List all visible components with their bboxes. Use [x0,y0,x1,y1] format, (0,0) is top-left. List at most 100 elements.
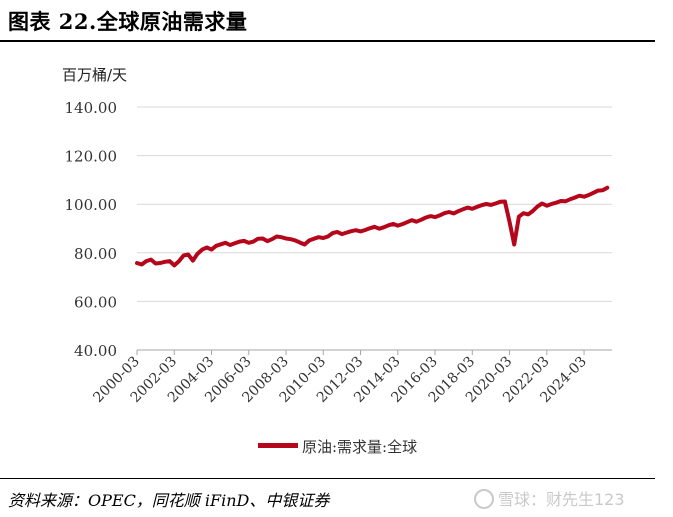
y-tick-label: 60.00 [74,293,117,311]
data-point [228,243,232,247]
watermark: 雪球：财先生123 [474,486,625,510]
data-point [135,261,139,265]
data-point [322,236,325,240]
series-line [135,185,610,268]
data-point [354,229,358,232]
data-point [573,196,576,199]
legend-swatch [258,443,298,448]
data-point [606,186,609,189]
data-point [508,220,511,223]
data-point [438,214,441,217]
data-point [247,241,250,244]
data-point [410,219,413,222]
data-point [187,253,190,256]
y-tick-label: 120.00 [65,148,118,166]
data-point [294,239,297,242]
y-tick-label: 40.00 [74,342,117,360]
data-point [317,236,320,239]
data-point [480,204,483,207]
data-point [559,199,562,203]
data-point [224,241,227,244]
data-point [378,227,381,230]
data-point [359,230,362,233]
data-point [233,242,236,245]
data-point [536,205,539,208]
data-point [471,207,474,210]
data-point [210,248,213,251]
data-point [503,200,507,203]
snowball-logo-icon [474,489,494,509]
y-tick-label: 100.00 [65,196,118,214]
title-divider [0,40,655,42]
data-point [499,200,502,203]
data-point [326,235,330,238]
data-point [401,222,404,226]
data-point [527,213,530,216]
data-point [596,189,600,192]
data-point [261,237,264,240]
data-point [173,264,176,267]
data-point [266,239,269,243]
data-point [568,198,572,201]
data-point [578,194,581,197]
data-point [387,224,390,227]
data-point [443,212,446,215]
data-point [242,239,246,243]
data-point [219,243,222,246]
data-point [433,215,437,219]
data-point [452,212,455,215]
data-point [489,203,493,207]
data-point [373,225,376,228]
page-title: 图表 22.全球原油需求量 [8,9,248,34]
data-point [205,246,209,249]
data-point [350,230,353,233]
data-point [312,237,316,240]
data-point [340,232,344,236]
data-point [163,260,167,263]
data-point [550,202,553,206]
data-point [475,205,479,209]
data-point [517,215,521,218]
legend: 原油:需求量:全球 [258,436,417,457]
data-point [280,236,283,239]
y-tick-label: 80.00 [74,245,117,263]
data-point [485,202,488,206]
data-point [461,208,465,211]
data-point [429,214,432,218]
data-point [382,226,385,229]
data-point [270,238,274,241]
y-tick-label: 140.00 [65,99,118,117]
data-point [168,259,171,263]
data-point [396,224,399,227]
data-point [177,260,181,263]
data-point [466,206,469,209]
data-point [494,202,497,205]
data-point [587,193,590,197]
data-point [592,191,595,194]
legend-label: 原油:需求量:全球 [302,438,418,456]
data-point [303,243,306,246]
data-point [368,227,371,230]
data-point [182,254,185,257]
source-note: 资料来源：OPEC，同花顺 iFinD、中银证券 [8,491,330,510]
data-point [336,230,339,234]
data-point [275,235,278,238]
data-point [238,240,241,243]
data-point [554,201,558,204]
data-point [513,243,516,246]
data-point [149,258,153,261]
watermark-text: 雪球：财先生123 [498,490,625,509]
data-point [145,259,148,263]
data-point [345,231,348,234]
data-point [419,218,423,221]
data-point [564,200,567,203]
data-point [540,202,544,205]
data-point [201,248,204,251]
data-point [308,239,311,242]
data-point [415,220,418,223]
footer-divider [0,478,655,479]
data-point [601,189,604,192]
data-point [364,228,367,232]
data-point [531,209,534,213]
